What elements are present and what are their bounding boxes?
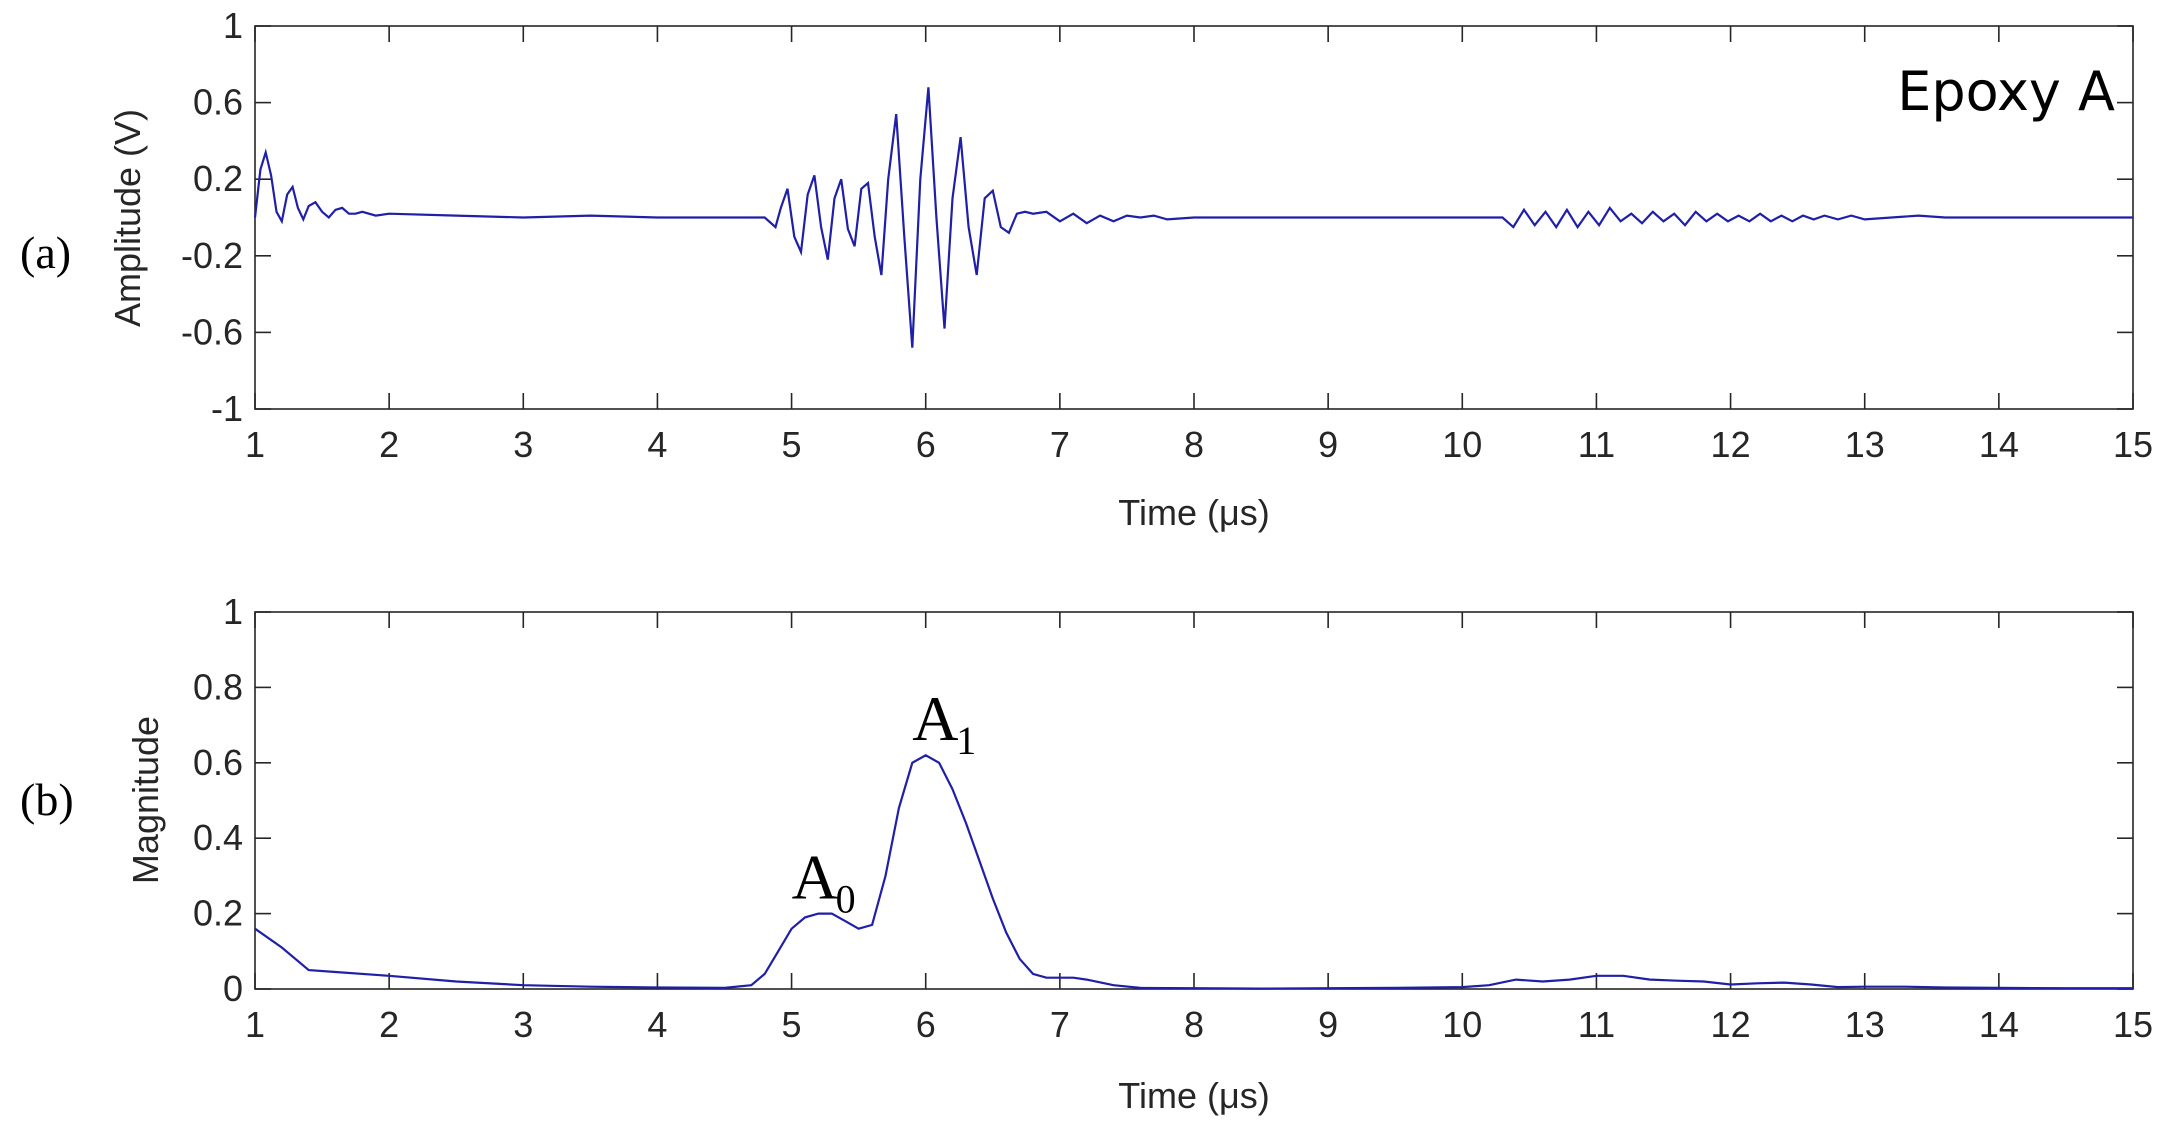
y-tick-label: 0.2 <box>193 158 243 199</box>
panel-a-label: (a) <box>20 227 71 278</box>
x-tick-label: 13 <box>1845 424 1885 465</box>
x-tick-label: 2 <box>379 1004 399 1045</box>
y-tick-label: -1 <box>211 388 243 429</box>
x-tick-label: 7 <box>1050 424 1070 465</box>
x-tick-label: 1 <box>245 1004 265 1045</box>
panel-a-xlabel: Time (μs) <box>1118 492 1269 533</box>
y-tick-label: 0.8 <box>193 666 243 707</box>
x-tick-label: 15 <box>2113 424 2153 465</box>
peak-label-subscript: 1 <box>956 718 976 763</box>
x-tick-label: 15 <box>2113 1004 2153 1045</box>
x-tick-label: 3 <box>513 1004 533 1045</box>
x-tick-label: 12 <box>1711 1004 1751 1045</box>
x-tick-label: 9 <box>1318 1004 1338 1045</box>
peak-label-subscript: 0 <box>836 877 856 922</box>
panel-a-annotation: Epoxy A <box>1897 60 2115 123</box>
x-tick-label: 11 <box>1578 424 1615 465</box>
x-tick-label: 8 <box>1184 424 1204 465</box>
x-tick-label: 10 <box>1442 1004 1482 1045</box>
y-tick-label: 0 <box>223 968 243 1009</box>
x-tick-label: 14 <box>1979 1004 2019 1045</box>
x-tick-label: 4 <box>647 1004 667 1045</box>
y-tick-label: 0.6 <box>193 82 243 123</box>
x-tick-label: 10 <box>1442 424 1482 465</box>
x-tick-label: 14 <box>1979 424 2019 465</box>
y-tick-label: 0.4 <box>193 817 243 858</box>
peak-label-A0: A <box>792 842 838 913</box>
x-tick-label: 3 <box>513 424 533 465</box>
panel-b-magnitude-line <box>254 754 2133 990</box>
x-tick-label: 6 <box>916 424 936 465</box>
panel-b-ylabel: Magnitude <box>125 716 166 884</box>
y-tick-label: -0.6 <box>181 311 243 352</box>
x-tick-label: 5 <box>782 1004 802 1045</box>
panel-b-axes-box <box>254 611 2134 990</box>
panel-a: (a) 1 2 3 4 5 6 7 8 9 10 11 12 13 14 1510.60.2-0.2-0.6… <box>20 5 2153 533</box>
x-tick-label: 1 <box>245 424 265 465</box>
y-tick-label: 0.2 <box>193 893 243 934</box>
panel-b: (b) 1 2 3 4 5 6 7 8 9 10 11 12 13 14 1510.80.60.40.20 … <box>20 591 2153 1116</box>
panel-b-label: (b) <box>20 774 74 825</box>
x-tick-label: 8 <box>1184 1004 1204 1045</box>
x-tick-label: 9 <box>1318 424 1338 465</box>
x-tick-label: 11 <box>1578 1004 1615 1045</box>
peak-label-A1: A <box>912 683 958 754</box>
x-tick-label: 4 <box>647 424 667 465</box>
x-tick-label: 2 <box>379 424 399 465</box>
y-tick-label: -0.2 <box>181 235 243 276</box>
panel-a-waveform-line <box>253 87 2133 348</box>
x-tick-label: 5 <box>782 424 802 465</box>
panel-b-xlabel: Time (μs) <box>1118 1075 1269 1116</box>
y-tick-label: 0.6 <box>193 742 243 783</box>
x-tick-label: 12 <box>1711 424 1751 465</box>
y-tick-label: 1 <box>223 5 243 46</box>
x-tick-label: 13 <box>1845 1004 1885 1045</box>
panel-a-ylabel: Amplitude (V) <box>107 109 148 327</box>
x-tick-label: 6 <box>916 1004 936 1045</box>
y-tick-label: 1 <box>223 591 243 632</box>
x-tick-label: 7 <box>1050 1004 1070 1045</box>
